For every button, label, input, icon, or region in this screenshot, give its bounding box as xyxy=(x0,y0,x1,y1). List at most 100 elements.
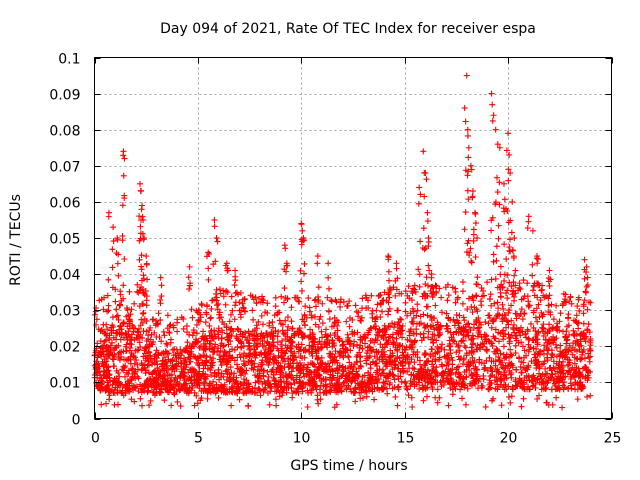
data-point xyxy=(481,333,488,340)
data-point xyxy=(208,305,215,312)
data-point xyxy=(140,309,147,316)
data-point xyxy=(428,374,435,381)
data-point xyxy=(457,386,464,393)
data-point xyxy=(331,404,338,411)
data-point xyxy=(112,344,119,351)
data-point xyxy=(541,358,548,365)
data-point xyxy=(530,287,537,294)
data-point xyxy=(548,386,555,393)
data-point xyxy=(232,267,239,274)
data-point xyxy=(339,341,346,348)
data-point xyxy=(217,356,224,363)
data-point xyxy=(548,336,555,343)
data-point xyxy=(263,330,270,337)
data-point xyxy=(254,333,261,340)
data-point xyxy=(501,369,508,376)
data-point xyxy=(134,288,141,295)
data-point xyxy=(356,349,363,356)
data-point xyxy=(474,281,481,288)
data-point xyxy=(464,187,471,194)
data-point xyxy=(155,310,162,317)
data-point xyxy=(245,380,252,387)
data-point xyxy=(461,226,468,233)
data-point xyxy=(153,334,160,341)
data-point xyxy=(562,349,569,356)
data-point xyxy=(105,276,112,283)
data-point xyxy=(571,332,578,339)
data-point xyxy=(394,402,401,409)
data-point xyxy=(118,390,125,397)
data-point xyxy=(536,351,543,358)
data-point xyxy=(120,152,127,159)
data-point xyxy=(492,358,499,365)
data-point xyxy=(434,379,441,386)
data-point xyxy=(481,360,488,367)
data-point xyxy=(218,387,225,394)
data-point xyxy=(231,346,238,353)
data-point xyxy=(474,274,481,281)
data-point xyxy=(325,274,332,281)
data-point xyxy=(400,369,407,376)
data-point xyxy=(431,326,438,333)
data-point xyxy=(529,261,536,268)
data-point xyxy=(138,316,145,323)
data-point xyxy=(514,383,521,390)
data-point xyxy=(448,354,455,361)
data-point xyxy=(518,306,525,313)
data-point xyxy=(422,323,429,330)
data-point xyxy=(575,341,582,348)
data-point xyxy=(461,382,468,389)
data-point xyxy=(512,332,519,339)
data-point xyxy=(385,322,392,329)
data-point xyxy=(414,301,421,308)
data-point xyxy=(150,316,157,323)
data-point xyxy=(260,373,267,380)
data-point xyxy=(390,284,397,291)
data-point xyxy=(346,359,353,366)
data-point xyxy=(161,382,168,389)
data-point xyxy=(567,294,574,301)
data-point xyxy=(576,379,583,386)
data-point xyxy=(476,356,483,363)
data-point xyxy=(174,328,181,335)
data-point xyxy=(494,174,501,181)
data-point xyxy=(504,318,511,325)
data-point xyxy=(233,335,240,342)
data-point xyxy=(385,256,392,263)
data-point xyxy=(558,362,565,369)
x-tick-label: 20 xyxy=(500,431,518,447)
data-point xyxy=(536,379,543,386)
data-point xyxy=(208,372,215,379)
data-point xyxy=(276,317,283,324)
data-point xyxy=(130,353,137,360)
data-point xyxy=(443,310,450,317)
data-point xyxy=(183,323,190,330)
data-point xyxy=(283,268,290,275)
data-point xyxy=(395,384,402,391)
data-point xyxy=(428,336,435,343)
data-point xyxy=(504,295,511,302)
data-point xyxy=(475,385,482,392)
data-point xyxy=(385,308,392,315)
data-point xyxy=(255,363,262,370)
data-point xyxy=(510,254,517,261)
data-point xyxy=(358,380,365,387)
data-point xyxy=(339,372,346,379)
data-point xyxy=(289,394,296,401)
data-point xyxy=(364,331,371,338)
data-point xyxy=(190,327,197,334)
data-point xyxy=(410,348,417,355)
data-point xyxy=(252,354,259,361)
data-point xyxy=(512,290,519,297)
data-point xyxy=(587,347,594,354)
data-point xyxy=(463,72,470,79)
data-point xyxy=(498,376,505,383)
data-point xyxy=(257,392,264,399)
data-point xyxy=(184,385,191,392)
data-point xyxy=(505,166,512,173)
data-point xyxy=(284,295,291,302)
data-point xyxy=(272,354,279,361)
data-point xyxy=(363,360,370,367)
data-point xyxy=(345,334,352,341)
data-point xyxy=(113,250,120,257)
